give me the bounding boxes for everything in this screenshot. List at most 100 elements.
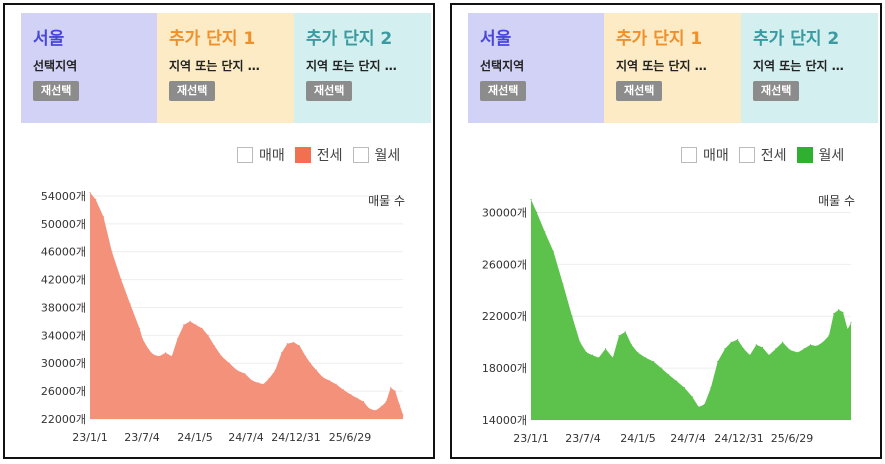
data-point — [809, 344, 812, 346]
reselect-button[interactable]: 재선택 — [306, 81, 353, 101]
unit-label: 매물 수 — [368, 194, 405, 208]
legend-checkbox[interactable] — [796, 147, 813, 163]
data-point — [637, 351, 639, 354]
data-point — [236, 369, 238, 371]
legend-checkbox[interactable] — [352, 147, 369, 163]
data-point — [833, 313, 835, 315]
region-seoul[interactable]: 서울 선택지역 재선택 — [468, 13, 604, 123]
y-tick-label: 22000개 — [41, 413, 86, 426]
data-point — [660, 367, 662, 369]
data-point — [838, 309, 840, 311]
data-point — [402, 414, 404, 416]
data-point — [399, 404, 401, 406]
data-point — [274, 369, 276, 371]
legend-label: 월세 — [818, 148, 845, 164]
data-point — [89, 191, 91, 194]
data-point — [743, 348, 745, 350]
chart-panel-monthly-rent: 서울 선택지역 재선택 추가 단지 1 지역 또는 단지 … 재선택 추가 단지… — [450, 3, 882, 459]
data-point — [552, 250, 554, 252]
data-point — [328, 380, 331, 382]
y-tick-label: 42000개 — [41, 274, 86, 287]
data-point — [717, 361, 719, 363]
legend-item-sale[interactable]: 매매 — [681, 145, 729, 165]
region-header: 서울 선택지역 재선택 추가 단지 1 지역 또는 단지 … 재선택 추가 단지… — [21, 13, 431, 123]
x-tick-label: 23/7/4 — [565, 432, 600, 445]
data-point — [683, 387, 685, 389]
data-point — [286, 343, 288, 345]
legend-checkbox[interactable] — [681, 147, 697, 163]
x-tick-label: 24/12/31 — [271, 431, 320, 444]
data-point — [775, 348, 777, 350]
data-point — [624, 331, 626, 333]
data-point — [335, 383, 337, 385]
region-title: 서울 — [480, 29, 512, 49]
region-additional-1[interactable]: 추가 단지 1 지역 또는 단지 … 재선택 — [157, 13, 294, 123]
legend-item-sale[interactable]: 매매 — [237, 145, 285, 165]
region-title: 추가 단지 2 — [753, 29, 840, 49]
reselect-button[interactable]: 재선택 — [616, 81, 663, 101]
data-point — [244, 373, 246, 375]
chart-panel-jeonse: 서울 선택지역 재선택 추가 단지 1 지역 또는 단지 … 재선택 추가 단지… — [3, 3, 435, 459]
unit-label: 매물 수 — [818, 194, 855, 208]
chart-legend: 매매 전세 월세 — [237, 144, 410, 166]
region-additional-1[interactable]: 추가 단지 1 지역 또는 단지 … 재선택 — [604, 13, 741, 123]
data-point — [842, 311, 844, 313]
data-point — [730, 341, 732, 343]
data-point — [591, 354, 593, 356]
x-tick-label: 23/1/1 — [513, 432, 548, 445]
reselect-button[interactable]: 재선택 — [753, 81, 800, 101]
data-point — [165, 352, 167, 354]
region-additional-2[interactable]: 추가 단지 2 지역 또는 단지 … 재선택 — [741, 13, 878, 123]
legend-label: 매매 — [259, 148, 285, 164]
reselect-button[interactable]: 재선택 — [33, 81, 80, 101]
y-tick-label: 50000개 — [41, 218, 86, 231]
legend-item-monthly[interactable]: 월세 — [352, 145, 401, 165]
reselect-button[interactable]: 재선택 — [480, 81, 527, 101]
data-point — [120, 279, 122, 281]
data-point — [598, 357, 600, 359]
region-subtitle: 지역 또는 단지 … — [753, 59, 844, 73]
region-additional-2[interactable]: 추가 단지 2 지역 또는 단지 … 재선택 — [294, 13, 431, 123]
region-title: 서울 — [33, 29, 65, 49]
data-point — [195, 324, 197, 326]
data-point — [322, 376, 324, 378]
reselect-button[interactable]: 재선택 — [169, 81, 216, 101]
legend-item-jeonse[interactable]: 전세 — [294, 145, 343, 165]
data-point — [102, 216, 105, 218]
data-point — [111, 251, 113, 253]
region-title: 추가 단지 2 — [306, 29, 393, 49]
region-title: 추가 단지 1 — [169, 29, 256, 49]
legend-item-monthly[interactable]: 월세 — [796, 145, 845, 165]
data-point — [221, 355, 223, 357]
data-point — [618, 335, 620, 337]
y-tick-label: 34000개 — [41, 329, 86, 342]
y-tick-label: 14000개 — [482, 414, 527, 427]
data-point — [630, 344, 633, 346]
data-point — [342, 389, 344, 391]
y-tick-label: 54000개 — [41, 190, 86, 203]
legend-label: 매매 — [703, 148, 729, 164]
data-point — [724, 348, 726, 350]
data-point — [281, 352, 283, 354]
legend-checkbox[interactable] — [294, 147, 311, 163]
data-point — [737, 339, 739, 341]
data-point — [782, 341, 784, 343]
legend-checkbox[interactable] — [738, 147, 755, 163]
data-point — [847, 328, 849, 330]
data-point — [207, 334, 209, 336]
y-tick-label: 18000개 — [482, 362, 527, 375]
legend-item-jeonse[interactable]: 전세 — [738, 145, 787, 165]
data-point — [176, 338, 179, 340]
data-point — [350, 394, 352, 396]
data-point — [530, 198, 532, 201]
region-seoul[interactable]: 서울 선택지역 재선택 — [21, 13, 157, 123]
legend-label: 월세 — [374, 148, 401, 164]
legend-checkbox[interactable] — [237, 147, 253, 163]
data-point — [749, 354, 751, 356]
data-point — [158, 355, 160, 357]
x-tick-label: 25/6/29 — [329, 431, 371, 444]
data-point — [394, 390, 396, 392]
data-point — [828, 335, 830, 337]
data-point — [385, 401, 387, 403]
data-point — [815, 345, 817, 347]
